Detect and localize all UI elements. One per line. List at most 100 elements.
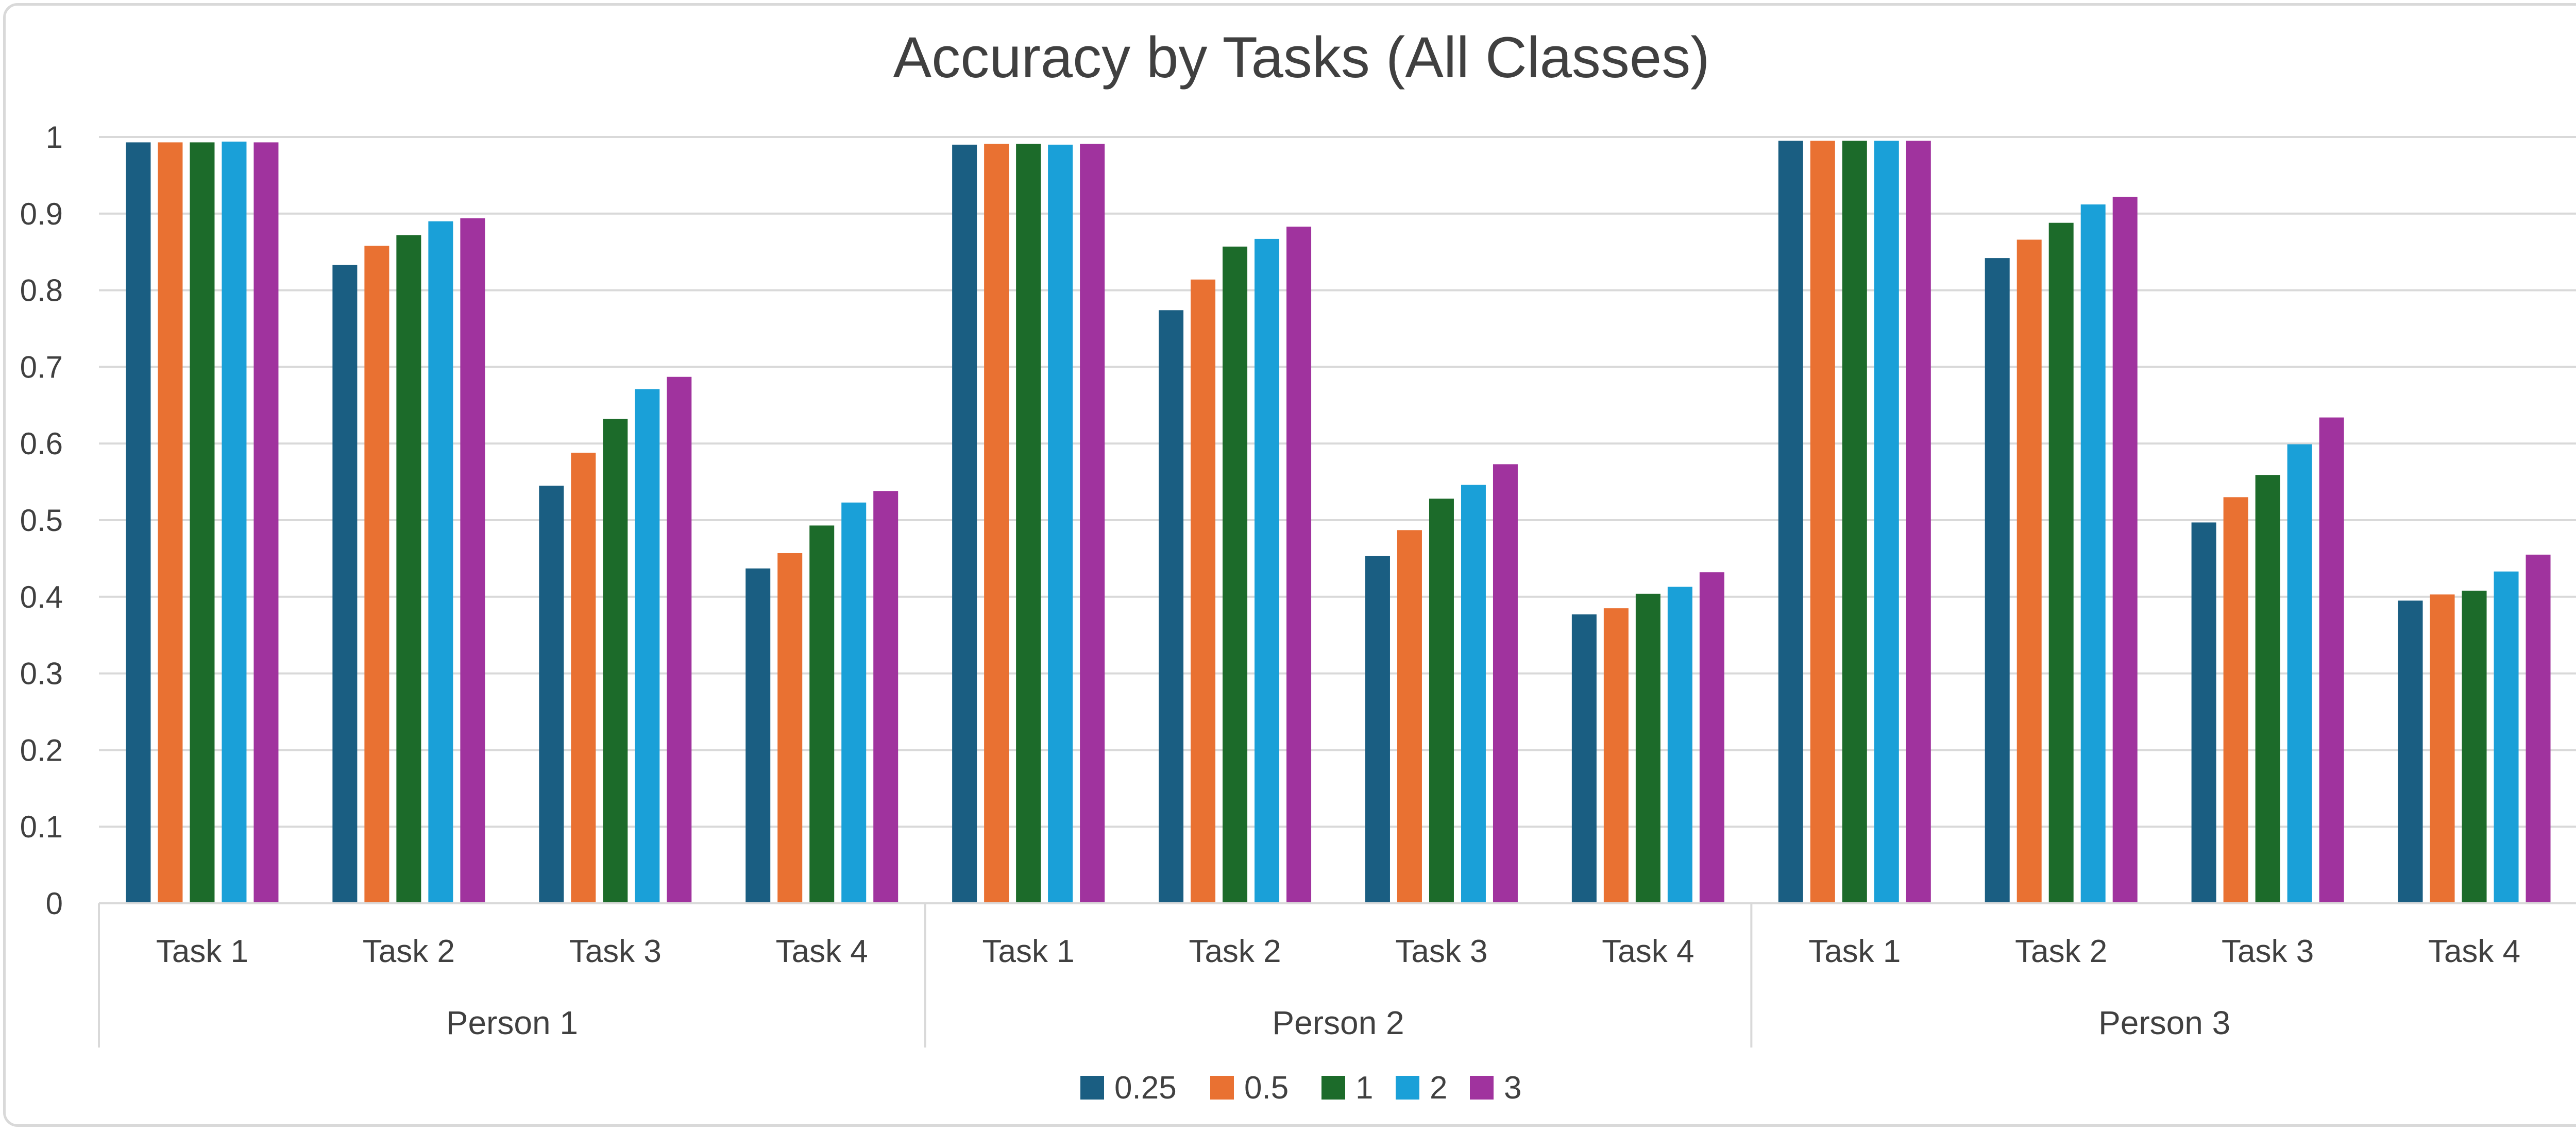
bar-series-1-cat-9 [1842, 141, 1867, 904]
y-tick-label: 0.2 [20, 733, 63, 767]
bar-series-2-cat-11 [2287, 444, 2312, 903]
bar-series-1-cat-8 [1635, 593, 1660, 903]
y-axis-ticks: 0 0.1 0.2 0.3 0.4 0.5 0.6 0.7 0.8 0.9 1 [20, 120, 63, 921]
bar-series-3-cat-3 [667, 376, 692, 903]
bar-series-3-cat-9 [1906, 141, 1931, 904]
y-tick-label: 0.9 [20, 197, 63, 231]
bar-series-3-cat-4 [873, 491, 899, 903]
bar-series-0.25-cat-6 [1159, 310, 1184, 903]
group-label: Person 2 [1272, 1004, 1404, 1041]
gridlines [99, 136, 2576, 828]
bar-series-2-cat-1 [222, 141, 247, 904]
bar-series-0.5-cat-12 [2430, 594, 2455, 903]
bar-series-2-cat-2 [428, 221, 453, 904]
legend-swatch [1210, 1076, 1234, 1100]
bar-series-0.25-cat-2 [332, 265, 358, 903]
x-tick-label: Task 2 [2015, 934, 2107, 969]
legend-swatch [1080, 1076, 1104, 1100]
legend: 0.25 0.5 1 2 3 [1080, 1070, 1521, 1106]
y-tick-label: 1 [46, 120, 63, 154]
bar-series-2-cat-10 [2080, 204, 2106, 904]
bar-series-2-cat-6 [1255, 238, 1280, 903]
x-tick-label: Task 3 [1395, 934, 1487, 969]
bar-series-0.25-cat-5 [952, 144, 977, 903]
chart-title: Accuracy by Tasks (All Classes) [893, 25, 1709, 90]
y-tick-label: 0.7 [20, 350, 63, 384]
bar-series-2-cat-12 [2494, 571, 2519, 903]
bar-series-0.25-cat-1 [126, 142, 151, 903]
x-tick-label: Task 1 [1808, 934, 1901, 969]
y-tick-label: 0.8 [20, 273, 63, 308]
x-tick-label: Task 1 [982, 934, 1075, 969]
group-label: Person 1 [446, 1004, 578, 1041]
bar-series-0.25-cat-3 [539, 486, 564, 903]
x-axis: Task 1 Task 2 Task 3 Task 4 Person 1 Task 1 Ta… [98, 902, 2576, 1048]
bar-series-2-cat-9 [1874, 141, 1899, 904]
y-tick-label: 0.5 [20, 503, 63, 538]
bar-series-0.25-cat-10 [1985, 258, 2010, 903]
bar-series-1-cat-4 [809, 525, 835, 903]
bar-series-3-cat-1 [253, 142, 279, 903]
y-tick-label: 0.6 [20, 426, 63, 461]
legend-label: 3 [1504, 1070, 1521, 1106]
bar-series-2-cat-4 [841, 502, 867, 903]
bar-series-2-cat-8 [1667, 587, 1692, 903]
bar-series-1-cat-11 [2255, 475, 2280, 903]
bar-series-1-cat-10 [2048, 222, 2074, 903]
bar-series-2-cat-7 [1461, 485, 1486, 903]
x-tick-label: Task 4 [1602, 934, 1694, 969]
bar-series-0.25-cat-11 [2191, 522, 2216, 903]
y-tick-label: 0.1 [20, 810, 63, 844]
y-tick-label: 0.4 [20, 580, 63, 614]
group-label: Person 3 [2098, 1004, 2230, 1041]
bar-series-0.25-cat-9 [1778, 141, 1803, 904]
bar-series-0.5-cat-10 [2016, 239, 2042, 904]
bar-series-3-cat-10 [2112, 197, 2138, 904]
bar-series-0.25-cat-8 [1571, 614, 1597, 903]
bar-series-3-cat-5 [1080, 144, 1105, 904]
bars [126, 141, 2551, 904]
x-tick-label: Task 3 [569, 934, 662, 969]
bar-series-1-cat-7 [1429, 499, 1454, 903]
legend-swatch [1396, 1076, 1419, 1100]
x-tick-label: Task 3 [2222, 934, 2314, 969]
bar-series-1-cat-12 [2462, 590, 2487, 903]
x-tick-label: Task 4 [776, 934, 868, 969]
bar-series-0.5-cat-2 [364, 246, 389, 903]
bar-series-0.5-cat-3 [571, 453, 596, 903]
bar-series-0.5-cat-4 [777, 553, 803, 903]
bar-series-0.5-cat-9 [1810, 141, 1835, 904]
legend-label: 0.5 [1244, 1070, 1289, 1106]
bar-series-3-cat-6 [1286, 227, 1312, 904]
bar-series-1-cat-2 [396, 235, 421, 903]
bar-series-1-cat-5 [1016, 144, 1041, 904]
bar-series-0.5-cat-7 [1397, 530, 1422, 903]
bar-series-3-cat-8 [1699, 572, 1724, 903]
y-tick-label: 0 [46, 886, 63, 921]
bar-series-0.25-cat-4 [745, 568, 771, 903]
x-tick-label: Task 2 [363, 934, 455, 969]
x-tick-label: Task 1 [156, 934, 248, 969]
bar-series-0.25-cat-12 [2398, 600, 2423, 903]
bar-series-3-cat-11 [2319, 417, 2344, 903]
bar-series-3-cat-7 [1493, 464, 1518, 903]
legend-label: 1 [1355, 1070, 1373, 1106]
y-tick-label: 0.3 [20, 657, 63, 691]
legend-swatch [1470, 1076, 1494, 1100]
bar-series-1-cat-1 [190, 142, 215, 903]
legend-swatch [1321, 1076, 1345, 1100]
bar-series-3-cat-2 [460, 218, 485, 903]
x-tick-label: Task 4 [2428, 934, 2520, 969]
bar-series-0.5-cat-5 [984, 144, 1009, 904]
bar-series-2-cat-3 [635, 389, 660, 903]
bar-series-1-cat-3 [603, 419, 628, 903]
bar-series-0.25-cat-7 [1365, 556, 1390, 903]
bar-series-0.5-cat-8 [1603, 608, 1629, 903]
bar-series-0.5-cat-11 [2223, 497, 2248, 903]
bar-series-0.5-cat-6 [1191, 279, 1216, 903]
bar-series-1-cat-6 [1223, 246, 1248, 904]
bar-series-2-cat-5 [1048, 144, 1073, 903]
bar-series-0.5-cat-1 [158, 142, 183, 903]
x-tick-label: Task 2 [1189, 934, 1281, 969]
